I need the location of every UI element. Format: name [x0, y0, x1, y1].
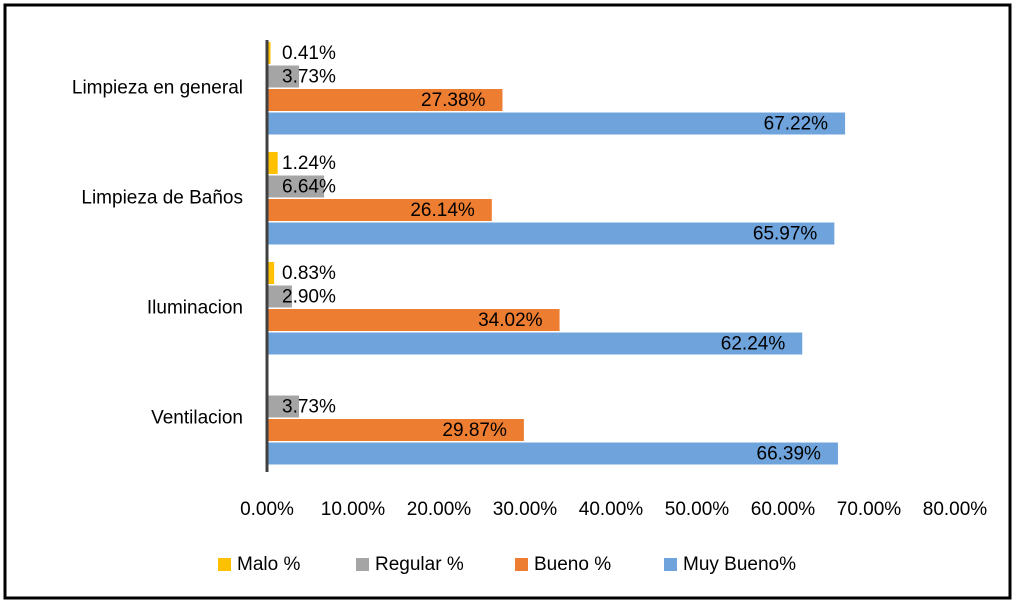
data-label: 2.90%: [282, 287, 336, 308]
data-label: 6.64%: [282, 177, 336, 198]
x-tick-label: 0.00%: [240, 499, 294, 520]
x-tick-label: 40.00%: [579, 499, 644, 520]
legend-label: Regular %: [375, 554, 464, 575]
y-tick-label: Iluminacion: [147, 297, 243, 318]
bar: [267, 175, 325, 198]
legend-swatch: [515, 558, 528, 571]
legend-swatch: [218, 558, 231, 571]
x-tick-label: 80.00%: [923, 499, 988, 520]
data-label: 66.39%: [757, 444, 822, 465]
bar: [267, 395, 300, 418]
legend-label: Bueno %: [534, 554, 611, 575]
x-tick-label: 20.00%: [407, 499, 472, 520]
y-tick-label: Limpieza en general: [72, 77, 243, 98]
data-label: 27.38%: [421, 90, 486, 111]
legend-swatch: [356, 558, 369, 571]
bar: [267, 262, 275, 284]
bar: [267, 442, 838, 465]
frame: [3, 3, 1012, 600]
data-label: 65.97%: [753, 224, 818, 245]
bar: [267, 285, 292, 308]
x-tick-label: 60.00%: [751, 499, 816, 520]
y-tick-label: Ventilacion: [151, 407, 243, 428]
legend-label: Malo %: [237, 554, 300, 575]
bar: [267, 199, 492, 221]
data-label: 67.22%: [764, 114, 829, 135]
data-label: 3.73%: [282, 67, 336, 88]
x-tick-label: 10.00%: [321, 499, 386, 520]
data-label: 0.41%: [282, 43, 336, 64]
legend-swatch: [664, 558, 677, 571]
bar: [267, 419, 524, 441]
data-label: 1.24%: [282, 153, 336, 174]
bar: [267, 65, 300, 88]
x-tick-label: 50.00%: [665, 499, 730, 520]
x-tick-label: 70.00%: [837, 499, 902, 520]
data-label: 29.87%: [442, 420, 507, 441]
data-label: 34.02%: [478, 310, 543, 331]
bar: [267, 309, 560, 331]
legend-label: Muy Bueno%: [683, 554, 796, 575]
bar: [267, 152, 278, 174]
data-label: 0.83%: [282, 263, 336, 284]
x-tick-label: 30.00%: [493, 499, 558, 520]
bar: [267, 222, 835, 245]
bar: [267, 89, 503, 111]
bar: [267, 332, 803, 355]
y-tick-label: Limpieza de Baños: [81, 187, 243, 208]
bar: [267, 42, 271, 64]
data-label: 3.73%: [282, 397, 336, 418]
data-label: 26.14%: [410, 200, 475, 221]
data-label: 62.24%: [721, 334, 786, 355]
bar: [267, 112, 846, 135]
